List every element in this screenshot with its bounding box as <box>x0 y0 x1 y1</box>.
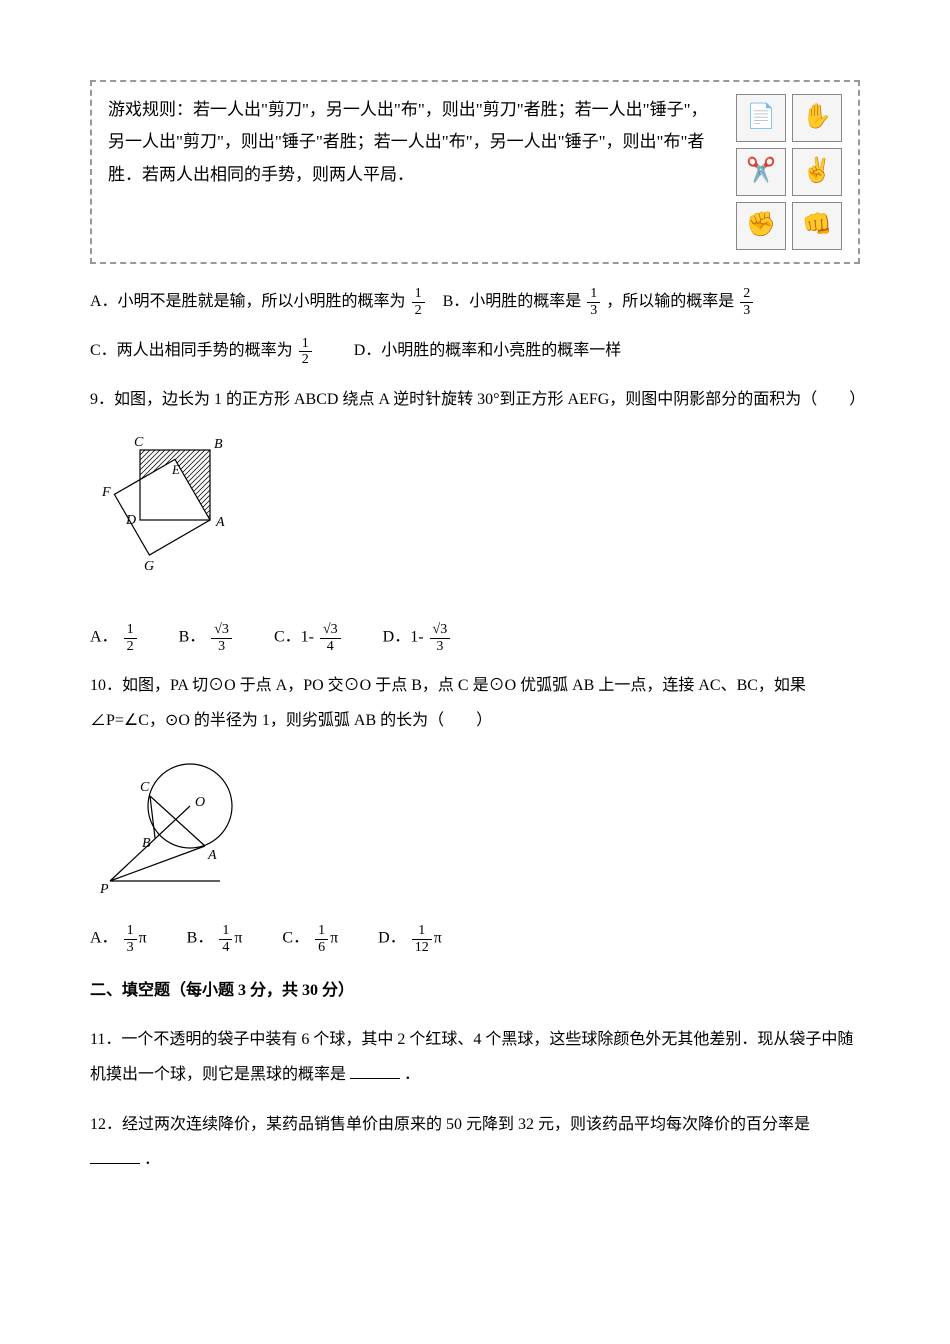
q10-option-a: A． 13π <box>90 923 147 955</box>
q10-options: A． 13π B． 14π C． 16π D． 112π <box>90 923 860 955</box>
hand-icon-palm: ✋ <box>792 94 842 142</box>
q8-a-frac: 12 <box>412 286 425 318</box>
q10-svg: C O B P A <box>90 751 260 901</box>
rules-box: 游戏规则：若一人出"剪刀"，另一人出"布"，则出"剪刀"者胜；若一人出"锤子"，… <box>90 80 860 264</box>
q8-b-frac1: 13 <box>587 286 600 318</box>
q9-label-a: A <box>215 515 225 530</box>
q9-option-c: C．1- √34 <box>274 622 343 654</box>
q8-option-b-text1: B．小明胜的概率是 <box>443 293 582 310</box>
q12: 12．经过两次连续降价，某药品销售单价由原来的 50 元降到 32 元，则该药品… <box>90 1107 860 1177</box>
q12-blank <box>90 1148 140 1164</box>
q10-label-a: A <box>207 848 217 863</box>
section-2-title: 二、填空题（每小题 3 分，共 30 分） <box>90 973 860 1008</box>
q11-blank <box>350 1063 400 1079</box>
q9-option-a: A． 12 <box>90 622 139 654</box>
q10-label-o: O <box>195 795 205 810</box>
q8-option-a-text: A．小明不是胜就是输，所以小明胜的概率为 <box>90 293 406 310</box>
q10-option-b: B． 14π <box>187 923 243 955</box>
q9-figure: C B E F D A G <box>90 430 860 611</box>
q11-text-a: 11．一个不透明的袋子中装有 6 个球，其中 2 个红球、4 个黑球，这些球除颜… <box>90 1031 853 1083</box>
q9-option-b: B． √33 <box>179 622 234 654</box>
q8-option-c-text: C．两人出相同手势的概率为 <box>90 342 293 359</box>
q8-option-d-text: D．小明胜的概率和小亮胜的概率一样 <box>354 342 622 359</box>
q10-option-c: C． 16π <box>282 923 338 955</box>
q9-stem: 9．如图，边长为 1 的正方形 ABCD 绕点 A 逆时针旋转 30°到正方形 … <box>90 382 860 417</box>
hand-icon-punch: 👊 <box>792 202 842 250</box>
q9-option-d: D．1- √33 <box>383 622 453 654</box>
q8-option-b-text2: ，所以输的概率是 <box>606 293 734 310</box>
q8-c-frac: 12 <box>299 336 312 368</box>
q9-label-b: B <box>214 437 223 452</box>
q10-option-d: D． 112π <box>378 923 442 955</box>
q8-b-frac2: 23 <box>740 286 753 318</box>
q10-stem: 10．如图，PA 切⊙O 于点 A，PO 交⊙O 于点 B，点 C 是⊙O 优弧… <box>90 668 860 738</box>
q9-svg: C B E F D A G <box>90 430 250 600</box>
q10-figure: C O B P A <box>90 751 860 912</box>
q11-text-b: ． <box>404 1066 420 1083</box>
q10-label-p: P <box>99 882 109 897</box>
hand-icon-paper: 📄 <box>736 94 786 142</box>
q9-label-c: C <box>134 435 144 450</box>
hand-icon-scissors: ✂️ <box>736 148 786 196</box>
q8-option-row-1: A．小明不是胜就是输，所以小明胜的概率为 12 B．小明胜的概率是 13 ，所以… <box>90 284 860 319</box>
q11: 11．一个不透明的袋子中装有 6 个球，其中 2 个红球、4 个黑球，这些球除颜… <box>90 1022 860 1092</box>
q9-label-f: F <box>101 485 111 500</box>
hand-icon-peace: ✌️ <box>792 148 842 196</box>
hand-grid: 📄 ✋ ✂️ ✌️ ✊ 👊 <box>736 94 842 250</box>
hand-icon-fist: ✊ <box>736 202 786 250</box>
q9-label-d: D <box>125 513 136 528</box>
q10-label-c: C <box>140 780 150 795</box>
q12-text-b: ． <box>144 1151 160 1168</box>
q12-text-a: 12．经过两次连续降价，某药品销售单价由原来的 50 元降到 32 元，则该药品… <box>90 1116 810 1133</box>
q9-label-g: G <box>144 559 154 574</box>
q9-label-e: E <box>171 462 180 477</box>
rules-text: 游戏规则：若一人出"剪刀"，另一人出"布"，则出"剪刀"者胜；若一人出"锤子"，… <box>108 94 724 191</box>
q9-options: A． 12 B． √33 C．1- √34 D．1- √33 <box>90 622 860 654</box>
q8-option-row-2: C．两人出相同手势的概率为 12 D．小明胜的概率和小亮胜的概率一样 <box>90 333 860 368</box>
q10-label-b: B <box>142 836 151 851</box>
